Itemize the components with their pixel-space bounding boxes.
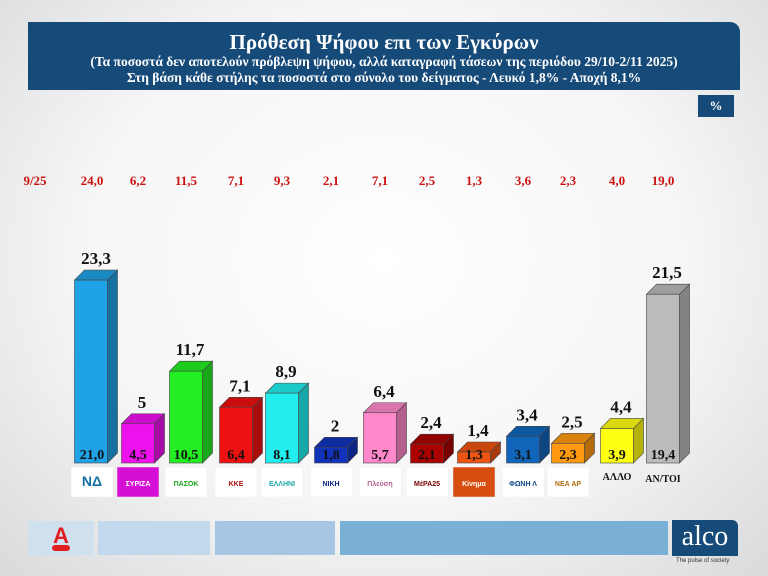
bar-sample-label: 19,4 — [651, 448, 676, 463]
previous-value-label: 19,0 — [652, 173, 675, 188]
party-logo-mark: ΝΙΚΗ — [322, 481, 339, 488]
bar-sample-label: 21,0 — [80, 448, 105, 463]
bar-side — [202, 360, 213, 464]
bar-sample-label: 8,1 — [273, 448, 291, 463]
party-logo-mark: ΠΑΣΟΚ — [174, 481, 199, 488]
previous-value-label: 7,1 — [228, 173, 244, 188]
unit-badge: % — [698, 95, 734, 117]
previous-value-label: 11,5 — [175, 173, 198, 188]
category-label: ΑΝ/ΤΟΙ — [645, 474, 680, 485]
bar — [646, 293, 680, 464]
party-logo-mark: ΜέΡΑ25 — [414, 481, 440, 488]
bar — [121, 423, 155, 464]
bar-sample-label: 10,5 — [174, 448, 199, 463]
bar-value-label: 1,4 — [467, 421, 489, 440]
svg-text:A: A — [53, 523, 69, 548]
bar — [169, 370, 203, 464]
party-logo-mark: ΦΩΝΗ Λ — [509, 481, 537, 488]
bar-sample-label: 1,8 — [322, 448, 340, 463]
bar-sample-label: 3,9 — [608, 448, 626, 463]
party-logo — [70, 466, 114, 498]
bar-side — [107, 269, 118, 464]
party-logo — [164, 466, 208, 498]
alco-tagline: The pulse of society — [676, 558, 730, 564]
bar — [314, 446, 348, 464]
previous-value-label: 6,2 — [130, 173, 146, 188]
bar-value-label: 23,3 — [81, 249, 111, 268]
previous-value-label: 2,5 — [419, 173, 436, 188]
bar — [265, 392, 299, 464]
bar-value-label: 4,4 — [610, 397, 632, 416]
previous-value-label: 2,3 — [560, 173, 577, 188]
party-logo-mark: ΝΔ — [82, 473, 102, 489]
previous-value-label: 3,6 — [515, 173, 532, 188]
party-logo — [116, 466, 160, 498]
bar-sample-label: 2,3 — [559, 448, 577, 463]
bar — [457, 451, 491, 464]
party-logo-mark: ΣΥΡΙΖΑ — [126, 481, 151, 488]
bar — [219, 406, 253, 464]
bar — [506, 436, 540, 464]
bar — [551, 443, 585, 464]
title-banner: Πρόθεση Ψήφου επι των Εγκύρων (Τα ποσοστ… — [28, 22, 740, 90]
party-logo-mark: Πλεύση — [367, 480, 392, 488]
bar-value-label: 21,5 — [652, 263, 682, 282]
bar-value-label: 2,5 — [561, 412, 582, 431]
bar — [363, 412, 397, 464]
bar-value-label: 11,7 — [176, 340, 205, 359]
previous-value-label: 7,1 — [372, 173, 388, 188]
footer-band-1 — [98, 521, 210, 555]
bar — [600, 428, 634, 464]
party-logo-mark: ΚΚΕ — [229, 481, 244, 488]
party-logo-mark: ΕΛΛΗΝΙ — [269, 481, 295, 488]
bar-sample-label: 6,4 — [227, 448, 245, 463]
bar-value-label: 3,4 — [516, 405, 538, 424]
party-logo — [452, 466, 496, 498]
party-logo-mark: Κίνημα — [462, 481, 486, 488]
bar-value-label: 8,9 — [275, 362, 296, 381]
alco-logo: alco — [672, 520, 738, 556]
party-logo — [358, 466, 402, 498]
party-logo — [214, 466, 258, 498]
party-logo — [501, 466, 545, 498]
bar-value-label: 7,1 — [229, 376, 250, 395]
bar-sample-label: 2,1 — [418, 448, 436, 463]
bar-sample-label: 3,1 — [514, 448, 532, 463]
bar-value-label: 5 — [138, 393, 147, 412]
bar-side — [252, 396, 263, 464]
footer-band-3 — [340, 521, 668, 555]
bar-sample-label: 1,3 — [465, 448, 483, 463]
bar-side — [396, 402, 407, 464]
category-label: ΑΛΛΟ — [603, 472, 632, 483]
previous-value-label: 2,1 — [323, 173, 339, 188]
bar — [410, 443, 444, 464]
previous-value-label: 4,0 — [609, 173, 625, 188]
footer-band-2 — [215, 521, 335, 555]
chart-subtitle-base: Στη βάση κάθε στήλης τα ποσοστά στο σύνο… — [126, 70, 642, 85]
alpha-news-logo: A — [28, 521, 94, 555]
bar-sample-label: 5,7 — [371, 448, 389, 463]
bar-sample-label: 4,5 — [129, 448, 147, 463]
chart-title: Πρόθεση Ψήφου επι των Εγκύρων — [229, 30, 539, 54]
party-logo-mark: ΝΕΑ ΑΡ — [555, 481, 582, 488]
bar — [74, 279, 108, 464]
bar-value-label: 2,4 — [420, 413, 442, 432]
previous-poll-label: 9/25 — [23, 173, 47, 188]
bar-side — [679, 283, 690, 464]
party-logo — [260, 466, 304, 498]
chart-subtitle-period: (Τα ποσοστά δεν αποτελούν πρόβλεψη ψήφου… — [90, 54, 678, 69]
party-logo — [546, 466, 590, 498]
previous-value-label: 24,0 — [81, 173, 104, 188]
bar-side — [298, 382, 309, 464]
party-logo — [309, 466, 353, 498]
party-logo — [405, 466, 449, 498]
bar-value-label: 6,4 — [373, 382, 395, 401]
bar-value-label: 2 — [331, 416, 340, 435]
previous-value-label: 9,3 — [274, 173, 291, 188]
previous-value-label: 1,3 — [466, 173, 483, 188]
